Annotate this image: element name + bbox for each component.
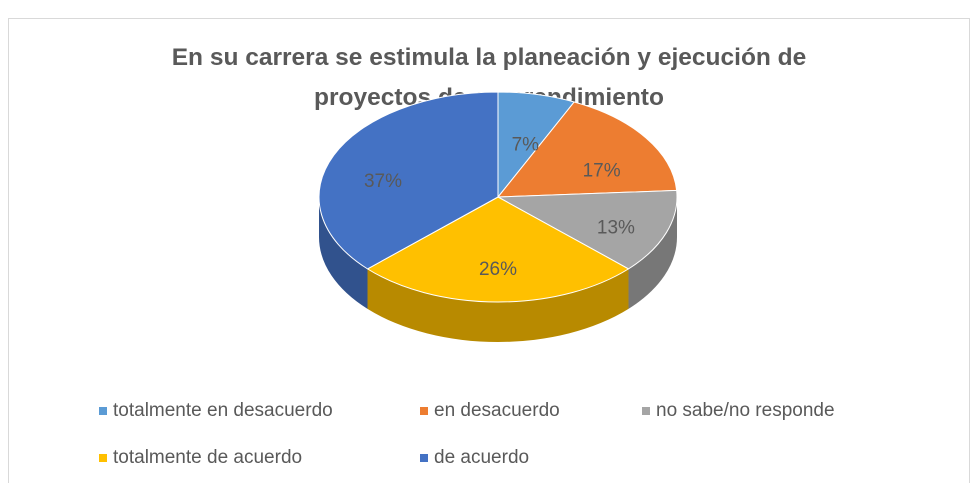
legend-swatch: [420, 454, 428, 462]
legend-label: en desacuerdo: [434, 400, 560, 421]
data-label: 7%: [512, 135, 540, 156]
legend-swatch: [99, 407, 107, 415]
chart-frame: [8, 18, 970, 483]
legend-label: no sabe/no responde: [656, 400, 835, 421]
data-label: 13%: [597, 217, 635, 238]
data-label: 37%: [364, 171, 402, 192]
legend-swatch: [642, 407, 650, 415]
legend-label: totalmente de acuerdo: [113, 447, 302, 468]
slice-side: [319, 197, 368, 309]
slice-side: [628, 197, 677, 309]
legend-swatch: [99, 454, 107, 462]
slice: [496, 189, 678, 270]
slice: [366, 196, 630, 303]
legend-swatch: [420, 407, 428, 415]
slice: [318, 91, 499, 270]
legend-label: de acuerdo: [434, 447, 529, 468]
data-label: 17%: [583, 161, 621, 182]
data-label: 26%: [479, 259, 517, 280]
slice-side: [367, 268, 629, 342]
legend-label: totalmente en desacuerdo: [113, 400, 333, 421]
slice: [496, 101, 678, 198]
